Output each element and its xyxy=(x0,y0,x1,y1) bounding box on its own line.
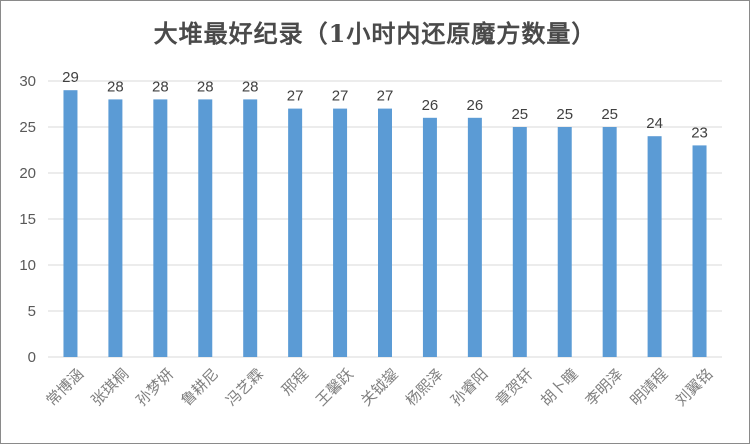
bar-value-label: 25 xyxy=(601,106,618,123)
bar xyxy=(512,127,527,357)
bar xyxy=(557,127,572,357)
bar xyxy=(108,99,123,358)
bar-value-label: 28 xyxy=(197,78,214,95)
chart-title: 大堆最好纪录（1小时内还原魔方数量） xyxy=(153,19,597,48)
category-label: 明靖程 xyxy=(627,365,672,410)
bar xyxy=(198,99,213,358)
x-axis-category-labels: 常博涵 张琪桐 孙梦妍 鲁耕尼 冯艺霖 邢程 王馨跃 关钺鋆 杨熙泽 孙睿阳 章贺轩 胡卜瞳 李明泽 明靖… xyxy=(43,365,717,410)
bar-value-label: 29 xyxy=(62,69,79,86)
bar xyxy=(692,145,707,357)
category-label: 李明泽 xyxy=(582,365,627,410)
bar-value-label: 25 xyxy=(556,106,573,123)
category-label: 孙睿阳 xyxy=(447,365,492,410)
y-axis-tick-labels: 0 5 10 15 20 25 30 xyxy=(19,73,36,366)
category-label: 刘翼铭 xyxy=(672,365,717,410)
data-labels: 29 28 28 28 28 27 27 27 26 26 25 25 25 24 23 xyxy=(62,69,708,141)
bar-value-label: 28 xyxy=(152,78,169,95)
bar-value-label: 23 xyxy=(691,124,708,141)
bar-value-label: 26 xyxy=(467,97,484,114)
bar-value-label: 28 xyxy=(242,78,259,95)
y-tick-label: 5 xyxy=(28,303,36,320)
y-tick-label: 15 xyxy=(19,211,36,228)
category-label: 胡卜瞳 xyxy=(537,365,582,410)
bar xyxy=(333,108,348,357)
bar-value-label: 25 xyxy=(511,106,528,123)
bar-value-label: 27 xyxy=(377,88,394,105)
bar-value-label: 26 xyxy=(422,97,439,114)
category-label: 鲁耕尼 xyxy=(177,365,222,410)
category-label: 邢程 xyxy=(278,365,312,399)
bar-value-label: 27 xyxy=(287,88,304,105)
category-label: 孙梦妍 xyxy=(133,365,178,410)
y-tick-label: 10 xyxy=(19,257,36,274)
bar xyxy=(63,90,78,357)
category-label: 章贺轩 xyxy=(492,365,537,410)
category-label: 张琪桐 xyxy=(88,365,133,410)
bar xyxy=(467,117,482,357)
bar-value-label: 24 xyxy=(646,115,663,132)
category-label: 杨熙泽 xyxy=(402,365,447,410)
category-label: 王馨跃 xyxy=(312,365,357,410)
category-label: 关钺鋆 xyxy=(357,365,402,410)
category-label: 常博涵 xyxy=(43,365,88,410)
bar xyxy=(422,117,437,357)
bar xyxy=(243,99,258,358)
category-label: 冯艺霖 xyxy=(222,365,267,410)
bar xyxy=(378,108,392,357)
bars xyxy=(63,90,707,358)
y-tick-label: 25 xyxy=(19,119,36,136)
bar xyxy=(153,99,168,358)
bar-value-label: 27 xyxy=(332,88,349,105)
y-tick-label: 30 xyxy=(19,73,36,90)
y-tick-label: 20 xyxy=(19,165,36,182)
bar-value-label: 28 xyxy=(107,78,124,95)
bar xyxy=(647,136,662,357)
bar xyxy=(602,127,617,357)
bar xyxy=(288,108,303,357)
y-tick-label: 0 xyxy=(28,349,36,366)
